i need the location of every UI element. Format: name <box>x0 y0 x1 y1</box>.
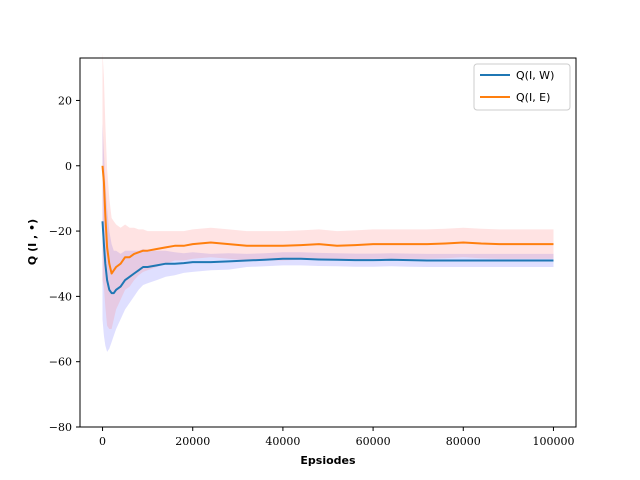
x-tick-label: 20000 <box>175 435 210 448</box>
x-axis: 0 20000 40000 60000 80000 100000 <box>99 427 574 448</box>
legend-label-qie: Q(I, E) <box>516 91 550 104</box>
x-tick-label: 0 <box>99 435 106 448</box>
series-lines <box>101 165 554 295</box>
y-tick-label: −40 <box>49 290 72 303</box>
legend: Q(I, W) Q(I, E) <box>473 63 571 111</box>
x-tick-label: 40000 <box>265 435 300 448</box>
y-tick-label: −20 <box>49 225 72 238</box>
x-axis-title: Epsiodes <box>300 454 356 467</box>
y-tick-label: −80 <box>49 421 72 434</box>
x-tick-label: 60000 <box>356 435 391 448</box>
y-tick-label: −60 <box>49 356 72 369</box>
line-series-1 <box>101 165 554 275</box>
y-axis: −80 −60 −40 −20 0 20 <box>49 94 80 434</box>
y-axis-title: Q (I , •) <box>26 219 39 265</box>
x-tick-label: 100000 <box>532 435 574 448</box>
y-tick-label: 20 <box>58 94 72 107</box>
x-tick-label: 80000 <box>446 435 481 448</box>
line-series-0 <box>101 221 554 295</box>
legend-label-qiw: Q(I, W) <box>516 69 554 82</box>
y-tick-label: 0 <box>65 160 72 173</box>
plot-frame <box>79 57 577 428</box>
